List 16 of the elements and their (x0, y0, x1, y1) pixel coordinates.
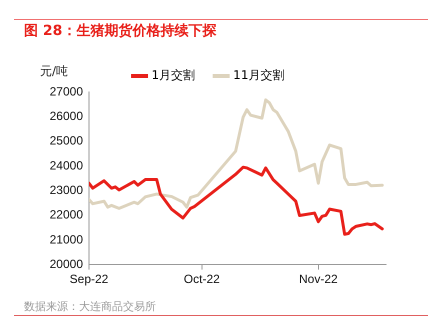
y-tick-label: 20000 (50, 256, 84, 271)
y-tick-label: 24000 (50, 158, 84, 172)
chart-title: 图 28：生猪期货价格持续下探 (24, 22, 216, 40)
x-tick-label: Nov-22 (298, 272, 338, 286)
legend-label: 11月交割 (233, 68, 284, 82)
y-tick-label: 25000 (50, 134, 84, 148)
x-tick-label: Sep-22 (70, 272, 109, 286)
source-note: 数据来源：大连商品交易所 (24, 299, 156, 314)
y-tick-label: 23000 (50, 182, 84, 197)
legend-label: 1月交割 (152, 68, 196, 82)
y-tick-label: 21000 (50, 232, 84, 246)
y-tick-label: 27000 (50, 84, 84, 98)
x-tick-label: Oct-22 (184, 272, 220, 286)
y-axis-title: 元/吨 (40, 64, 68, 78)
y-tick-label: 26000 (50, 108, 84, 123)
y-tick-label: 22000 (50, 208, 84, 222)
